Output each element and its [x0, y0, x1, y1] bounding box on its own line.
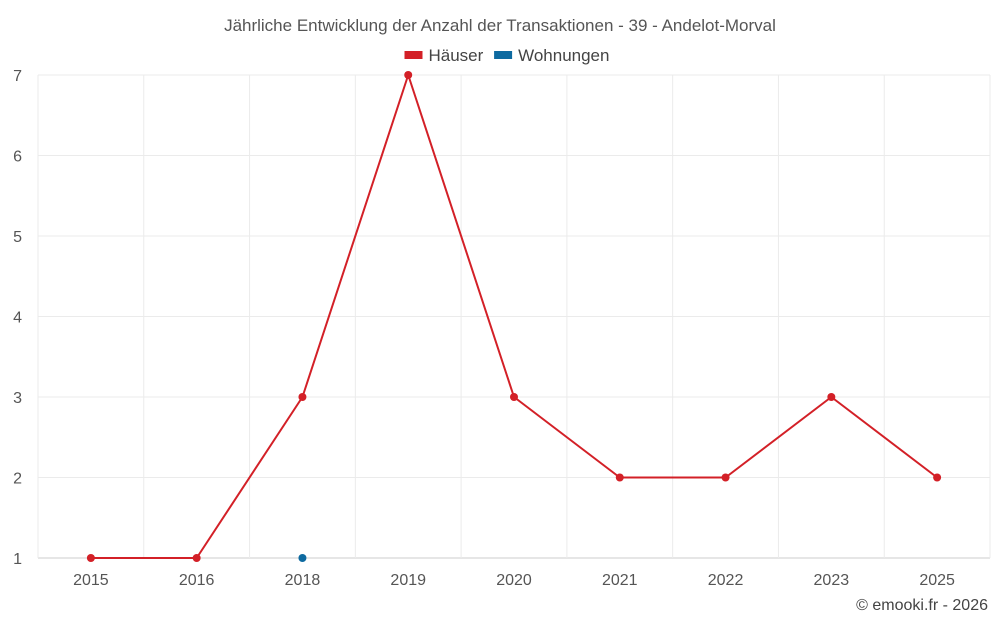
series-0-point-2025: [933, 473, 942, 482]
y-tick-label-2: 2: [13, 471, 22, 488]
x-axis-ticks: 2015 2016 2018 2019 2020 2021 2022 2023 2025: [73, 572, 955, 589]
legend-swatch-1: [494, 51, 513, 59]
x-tick-label-2015: 2015: [73, 572, 109, 589]
x-tick-label-2022: 2022: [708, 572, 744, 589]
legend-item-1[interactable]: Wohnungen: [494, 46, 609, 65]
series-0-point-2021: [615, 473, 624, 482]
y-tick-label-4: 4: [13, 310, 22, 327]
series-0-point-2018: [298, 393, 307, 401]
x-tick-label-2021: 2021: [602, 572, 638, 589]
x-tick-label-2025: 2025: [919, 572, 955, 589]
x-tick-label-2016: 2016: [179, 572, 215, 589]
y-tick-label-3: 3: [13, 390, 22, 407]
x-tick-label-2018: 2018: [285, 572, 321, 589]
y-tick-label-5: 5: [13, 229, 22, 246]
series-0-point-2020: [510, 393, 518, 401]
x-tick-label-2023: 2023: [814, 572, 850, 589]
legend-label-1: Wohnungen: [518, 46, 609, 65]
series-1-point-2018: [298, 554, 307, 562]
legend[interactable]: Häuser Wohnungen: [404, 46, 610, 65]
series-0-point-2016: [192, 554, 201, 562]
series-0-point-2019: [404, 71, 413, 79]
x-tick-label-2019: 2019: [390, 572, 426, 589]
series-0-point-2015: [86, 554, 95, 562]
y-tick-label-1: 1: [13, 551, 22, 568]
credit-text: © emooki.fr - 2026: [856, 597, 988, 614]
legend-item-0[interactable]: Häuser: [404, 46, 484, 65]
y-tick-label-7: 7: [13, 68, 22, 85]
grid: [37, 74, 991, 559]
series-layer: [86, 71, 942, 562]
legend-label-0: Häuser: [429, 46, 484, 65]
y-axis-ticks: 1 2 3 4 5 6 7: [13, 68, 22, 568]
y-tick-label-6: 6: [13, 149, 22, 166]
chart-title: Jährliche Entwicklung der Anzahl der Tra…: [224, 16, 776, 35]
x-tick-label-2020: 2020: [496, 572, 532, 589]
legend-swatch-0: [404, 51, 423, 59]
series-0-point-2023: [827, 393, 836, 401]
series-0-point-2022: [721, 473, 730, 482]
